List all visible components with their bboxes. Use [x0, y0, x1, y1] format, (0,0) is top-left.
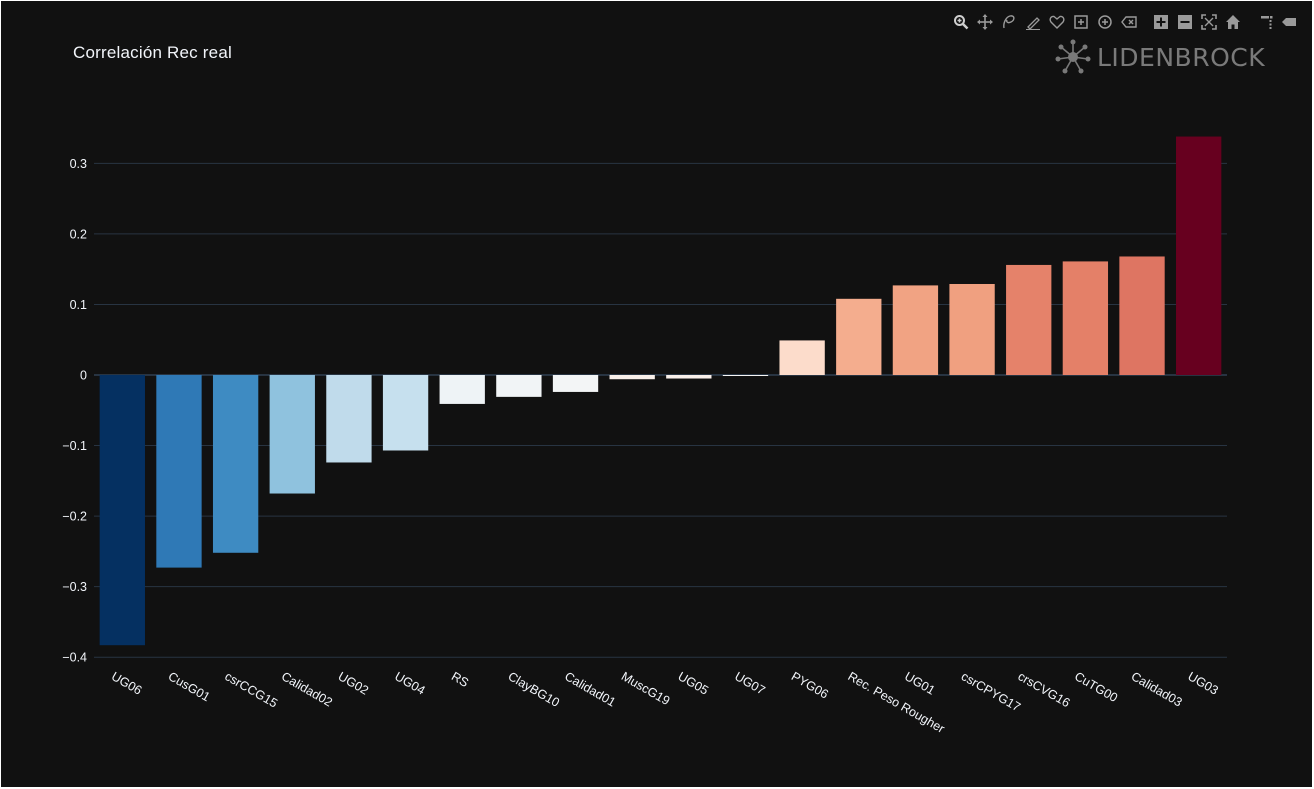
- spike-lines-icon[interactable]: [1253, 11, 1277, 33]
- bar-csrcpyg17[interactable]: [949, 283, 995, 375]
- x-tick-label: UG02: [336, 669, 371, 697]
- gridlines: [94, 162, 1227, 658]
- draw-closed-path-icon[interactable]: [1045, 11, 1069, 33]
- bar-csrccg15[interactable]: [212, 375, 259, 553]
- x-tick-label: Calidad03: [1129, 669, 1185, 709]
- bar-cusg01[interactable]: [156, 375, 202, 568]
- x-tick-label: csrCCG15: [222, 669, 280, 710]
- bars: [99, 136, 1222, 646]
- x-tick-label: Calidad01: [562, 669, 618, 709]
- bar-ug02[interactable]: [326, 375, 372, 463]
- y-tick-label: −0.4: [62, 651, 87, 665]
- zoom-in-icon[interactable]: [1149, 11, 1173, 33]
- y-tick-label: 0.3: [70, 157, 87, 171]
- brand-logo: LIDENBROCK: [1053, 37, 1265, 77]
- bar-crscvg16[interactable]: [1006, 264, 1052, 375]
- bar-rs[interactable]: [439, 375, 485, 404]
- x-axis-ticks: UG06 CusG01 csrCCG15 Calidad02 UG02 UG04 RS Cla…: [109, 669, 1221, 736]
- x-tick-label: UG01: [902, 669, 937, 697]
- bar-ug01[interactable]: [892, 285, 939, 375]
- y-tick-label: 0.1: [70, 298, 87, 312]
- reset-axes-icon[interactable]: [1221, 11, 1245, 33]
- x-tick-label: Rec. Peso Rougher: [845, 669, 946, 736]
- draw-circle-icon[interactable]: [1093, 11, 1117, 33]
- draw-path-icon[interactable]: [1021, 11, 1045, 33]
- bar-calidad02[interactable]: [269, 375, 315, 494]
- x-tick-label: CuTG00: [1072, 669, 1120, 705]
- y-tick-label: −0.1: [62, 439, 87, 453]
- y-tick-label: −0.3: [62, 580, 87, 594]
- x-tick-label: Calidad02: [279, 669, 335, 709]
- x-tick-label: ClayBG10: [506, 669, 562, 710]
- x-tick-label: UG07: [732, 669, 767, 697]
- bar-ug03[interactable]: [1176, 136, 1222, 375]
- bar-muscg19[interactable]: [609, 375, 655, 380]
- modebar: [949, 11, 1301, 33]
- erase-shape-icon[interactable]: [1117, 11, 1141, 33]
- zoom-icon[interactable]: [949, 11, 973, 33]
- x-tick-label: UG03: [1185, 669, 1220, 697]
- draw-rect-icon[interactable]: [1069, 11, 1093, 33]
- bar-ug05[interactable]: [666, 375, 712, 379]
- bar-ug04[interactable]: [382, 375, 429, 451]
- bar-calidad01[interactable]: [552, 375, 599, 392]
- bar-rec-peso-rougher[interactable]: [836, 298, 882, 375]
- brand-name: LIDENBROCK: [1097, 42, 1266, 72]
- bar-ug07[interactable]: [722, 375, 769, 376]
- x-tick-label: MuscG19: [619, 669, 672, 708]
- y-tick-label: 0: [80, 369, 87, 383]
- hover-compare-icon[interactable]: [1277, 11, 1301, 33]
- bar-cutg00[interactable]: [1062, 261, 1109, 375]
- bar-pyg06[interactable]: [779, 340, 825, 375]
- x-tick-label: crsCVG16: [1015, 669, 1072, 710]
- brand-network-icon: [1055, 39, 1091, 74]
- x-tick-label: csrCPYG17: [959, 669, 1023, 714]
- bar-calidad03[interactable]: [1119, 256, 1165, 375]
- x-tick-label: RS: [449, 669, 471, 690]
- bar-claybg10[interactable]: [496, 375, 542, 397]
- x-tick-label: PYG06: [789, 669, 831, 701]
- y-tick-label: 0.2: [70, 227, 87, 241]
- y-tick-label: −0.2: [62, 510, 87, 524]
- x-tick-label: UG05: [676, 669, 711, 697]
- autoscale-icon[interactable]: [1197, 11, 1221, 33]
- x-tick-label: UG06: [109, 669, 144, 697]
- x-tick-label: UG04: [392, 669, 427, 697]
- bar-ug06[interactable]: [99, 375, 145, 646]
- pan-icon[interactable]: [973, 11, 997, 33]
- y-axis-ticks: 0.3 0.2 0.1 0 −0.1 −0.2 −0.3 −0.4: [62, 157, 87, 665]
- zoom-out-icon[interactable]: [1173, 11, 1197, 33]
- chart-title: Correlación Rec real: [73, 43, 232, 62]
- lasso-select-icon[interactable]: [997, 11, 1021, 33]
- x-tick-label: CusG01: [166, 669, 213, 704]
